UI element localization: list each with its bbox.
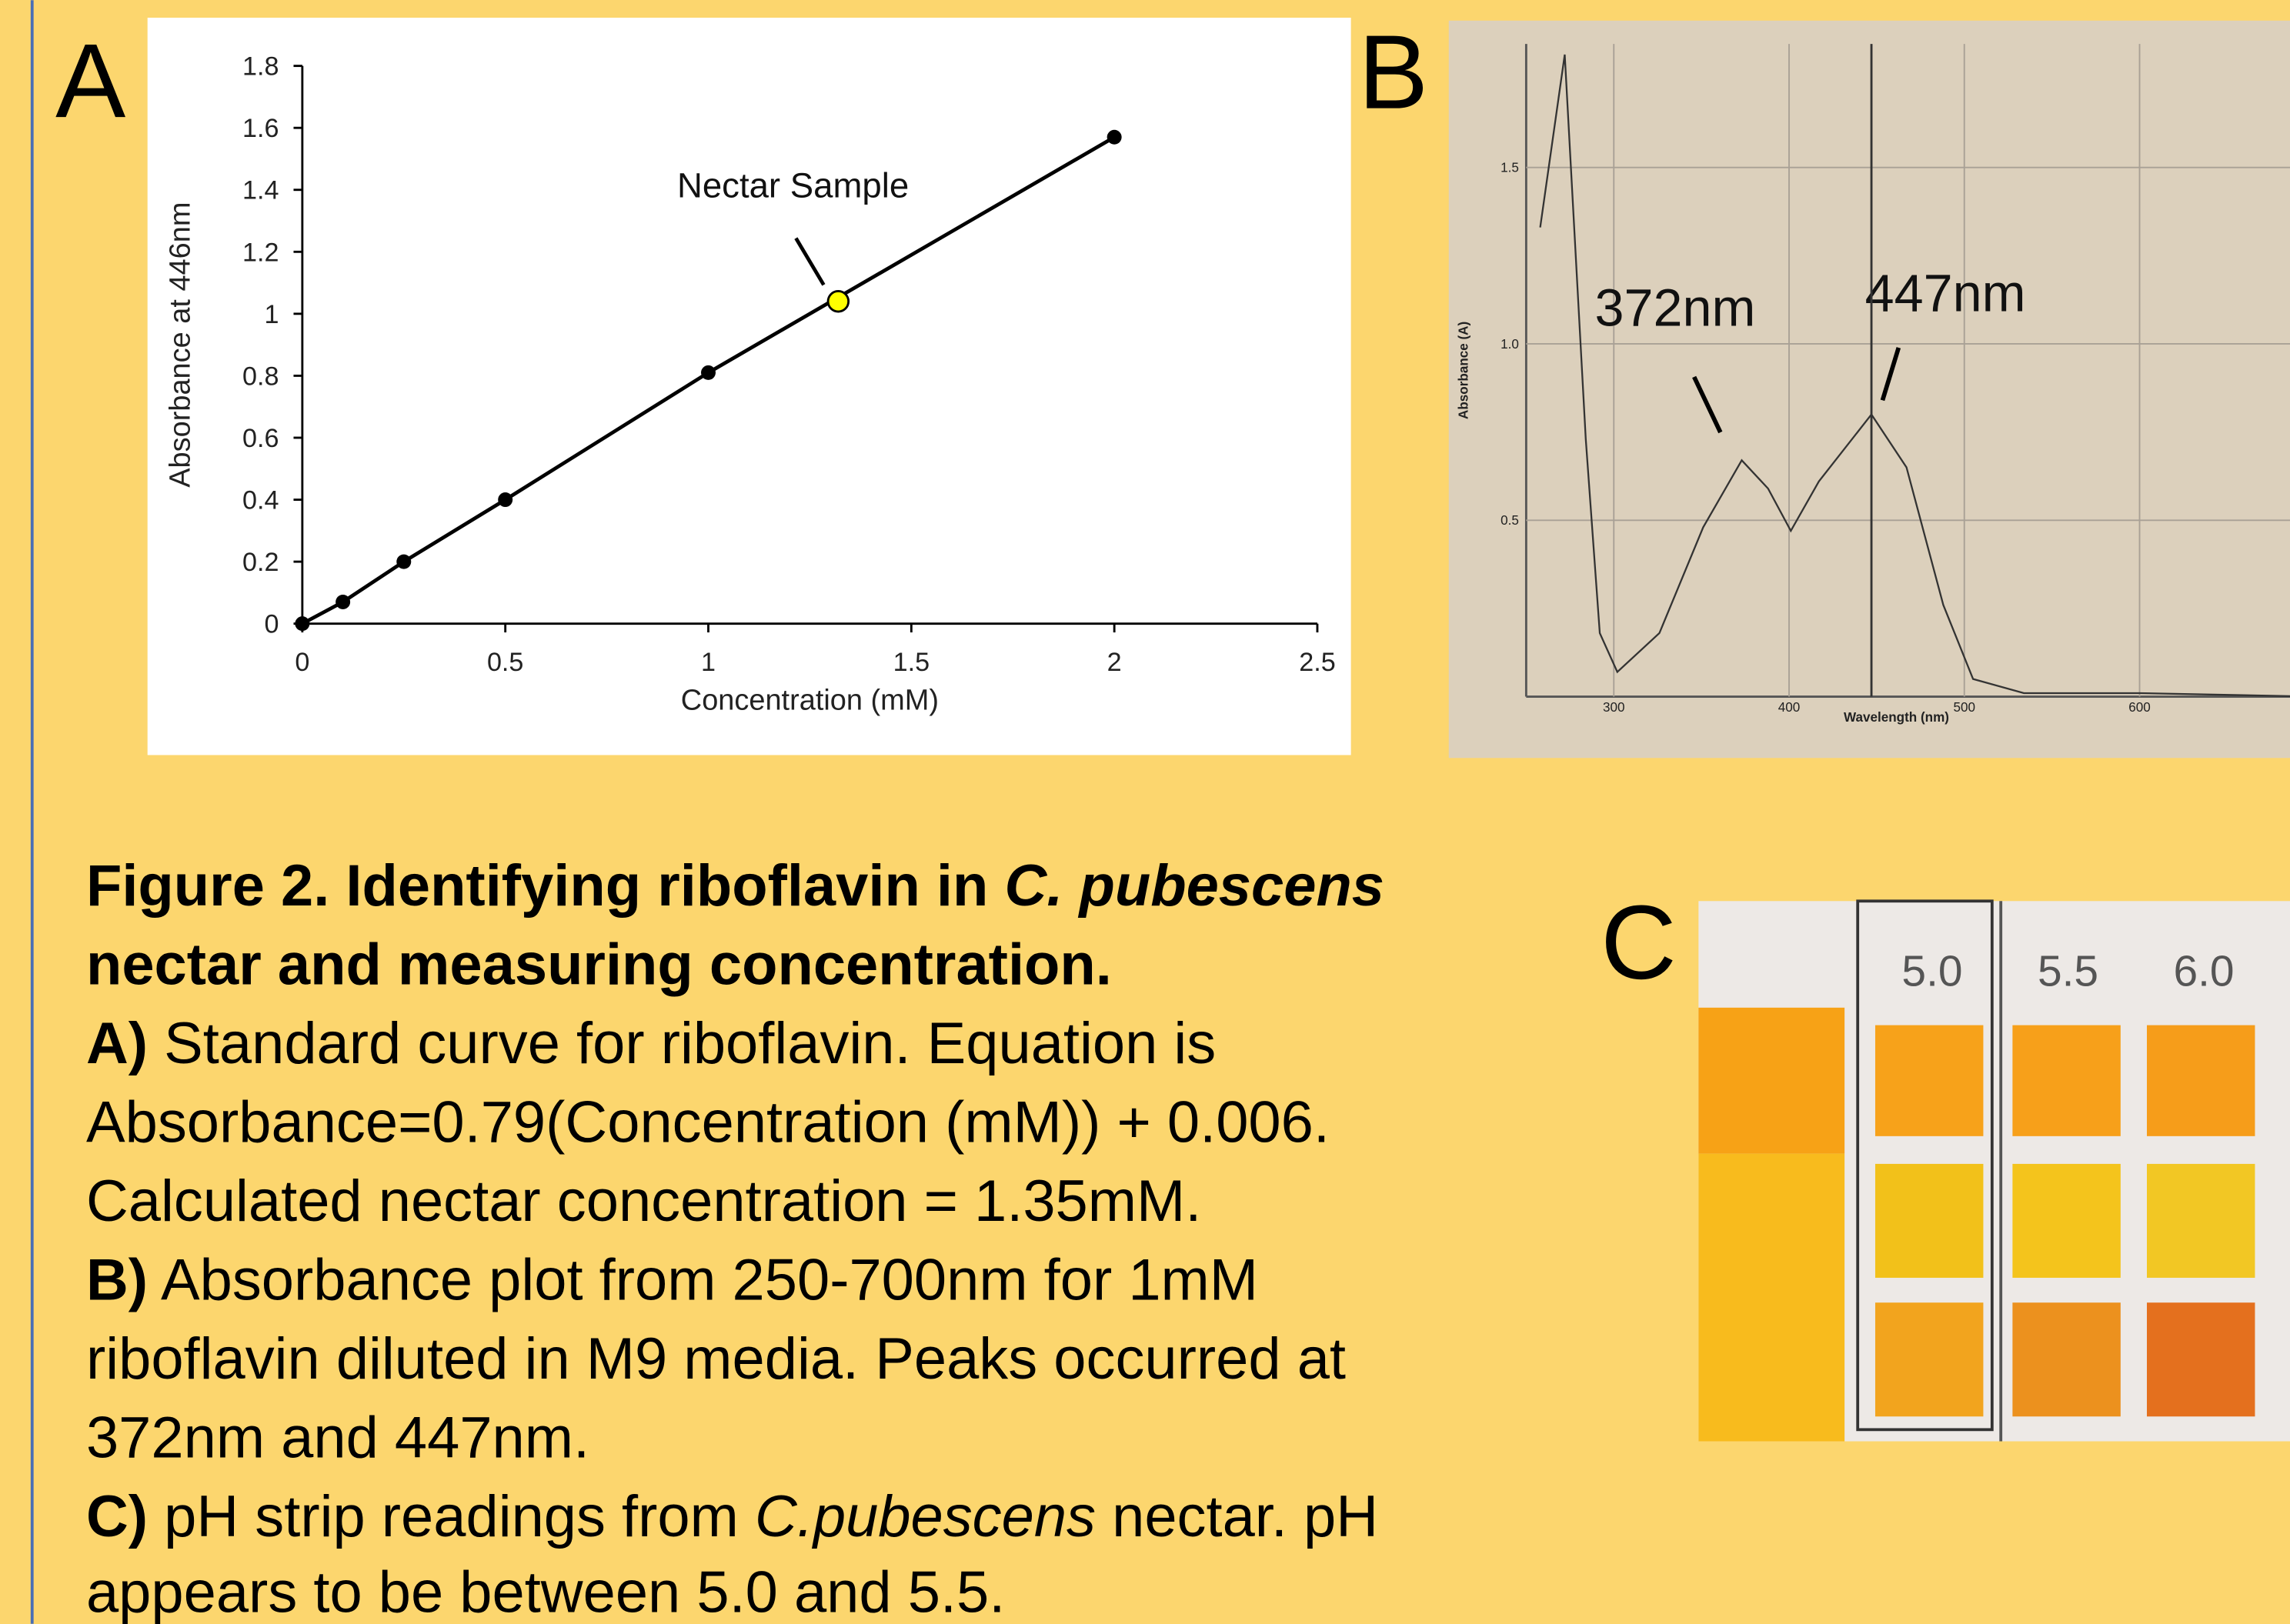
caption-text: C.pubescens xyxy=(755,1484,1096,1549)
caption-text: Standard curve for riboflavin. Equation … xyxy=(148,1011,1216,1076)
strip-pad xyxy=(1698,1007,1845,1154)
panel-a-background xyxy=(147,18,1351,755)
x-tick-label: 500 xyxy=(1954,700,1976,715)
swatch xyxy=(1874,1025,1984,1136)
caption-line: B) Absorbance plot from 250-700nm for 1m… xyxy=(86,1247,1258,1312)
caption-text: C) xyxy=(86,1484,148,1549)
swatch xyxy=(2147,1163,2255,1278)
x-tick-label: 300 xyxy=(1603,700,1625,715)
highlight-box xyxy=(1856,899,1994,1432)
data-point xyxy=(335,594,351,609)
caption-line: appears to be between 5.0 and 5.5. xyxy=(86,1560,1005,1624)
annotation: 447nm xyxy=(1865,265,2026,323)
strip-pad xyxy=(1698,1153,1845,1442)
caption-text: nectar and measuring concentration. xyxy=(86,932,1112,997)
caption-line: C) pH strip readings from C.pubescens ne… xyxy=(86,1484,1378,1549)
ph-label: 5.5 xyxy=(2038,946,2098,995)
panel-label: C xyxy=(1601,883,1677,1001)
x-tick-label: 600 xyxy=(2128,700,2151,715)
caption-text: nectar. pH xyxy=(1096,1484,1378,1549)
y-tick-label: 1.0 xyxy=(1501,337,1519,352)
data-point xyxy=(498,492,513,508)
caption-text: Absorbance=0.79(Concentration (mM)) + 0.… xyxy=(86,1089,1330,1155)
caption-text: C. pubescens xyxy=(1004,853,1384,919)
swatch xyxy=(2012,1025,2121,1136)
y-axis-title: Absorbance at 446nm xyxy=(165,202,197,488)
x-axis-title: Wavelength (nm) xyxy=(1844,710,1949,725)
caption-text: A) xyxy=(86,1011,148,1076)
caption: Figure 2. Identifying riboflavin in C. p… xyxy=(86,853,1384,1624)
x-tick-label: 1 xyxy=(701,648,716,677)
caption-text: Figure 2. Identifying riboflavin in xyxy=(86,853,1004,919)
swatch xyxy=(1874,1302,1984,1417)
annotation-leader xyxy=(1692,375,1723,434)
y-tick-label: 0.2 xyxy=(242,548,279,577)
annotation-point xyxy=(826,290,850,313)
y-tick-label: 0 xyxy=(265,610,279,639)
data-point xyxy=(701,365,716,380)
caption-line: Figure 2. Identifying riboflavin in C. p… xyxy=(86,853,1384,919)
caption-line: nectar and measuring concentration. xyxy=(86,932,1112,997)
series-line xyxy=(1539,54,2290,698)
caption-text: pH strip readings from xyxy=(148,1484,755,1549)
panel-b-background xyxy=(1448,20,2290,759)
chart: 0 0.2 0.4 0.6 0.8 1 1.2 1.4 1.6 1.8 0 0.5 1 1.5 2 2.5 Co… xyxy=(165,52,1336,717)
y-tick-label: 1.8 xyxy=(242,52,279,82)
data-point xyxy=(396,554,412,569)
caption-line: 372nm and 447nm. xyxy=(86,1405,589,1470)
x-tick-label: 2.5 xyxy=(1299,648,1335,677)
y-tick-label: 0.8 xyxy=(242,362,279,391)
data-point xyxy=(1107,129,1122,145)
caption-text: B) xyxy=(86,1247,148,1312)
x-tick-label: 400 xyxy=(1778,700,1801,715)
y-tick-label: 0.4 xyxy=(242,486,279,515)
caption-text: 372nm and 447nm. xyxy=(86,1405,589,1470)
ph-strip-photo: 5.0 5.5 6.0 xyxy=(1698,899,2290,1442)
swatch xyxy=(1874,1163,1984,1278)
y-tick-label: 1.2 xyxy=(242,238,279,267)
caption-line: Calculated nectar concentration = 1.35mM… xyxy=(86,1169,1201,1234)
y-axis-title: Absorbance (A) xyxy=(1456,322,1470,419)
y-tick-label: 1 xyxy=(265,300,279,329)
swatch xyxy=(2012,1302,2121,1417)
caption-line: Absorbance=0.79(Concentration (mM)) + 0.… xyxy=(86,1089,1330,1155)
series-line xyxy=(301,135,1116,625)
ph-label: 6.0 xyxy=(2173,946,2234,995)
swatch xyxy=(2012,1163,2121,1278)
ph-label: 5.0 xyxy=(1901,946,1962,995)
caption-line: riboflavin diluted in M9 media. Peaks oc… xyxy=(86,1326,1346,1392)
data-point xyxy=(295,616,310,632)
caption-line: A) Standard curve for riboflavin. Equati… xyxy=(86,1011,1216,1076)
caption-text: appears to be between 5.0 and 5.5. xyxy=(86,1560,1005,1624)
x-tick-label: 2 xyxy=(1107,648,1122,677)
x-axis-title: Concentration (mM) xyxy=(681,685,939,717)
caption-text: Absorbance plot from 250-700nm for 1mM xyxy=(148,1247,1258,1312)
y-tick-label: 0.5 xyxy=(1501,513,1519,528)
caption-text: Calculated nectar concentration = 1.35mM… xyxy=(86,1169,1201,1234)
swatch xyxy=(2147,1302,2255,1417)
x-tick-label: 0 xyxy=(295,648,309,677)
y-tick-label: 0.6 xyxy=(242,424,279,453)
panel-label: A xyxy=(55,22,125,139)
annotation: Nectar Sample xyxy=(677,165,909,205)
annotation: 372nm xyxy=(1595,278,1756,337)
annotation-leader xyxy=(1880,347,1901,402)
caption-text: riboflavin diluted in M9 media. Peaks oc… xyxy=(86,1326,1346,1392)
panel-label: B xyxy=(1358,13,1428,131)
y-tick-label: 1.6 xyxy=(242,114,279,143)
annotation-leader xyxy=(794,237,826,286)
x-tick-label: 0.5 xyxy=(487,648,523,677)
chart: 0.51.01.5300400500600700Wavelength (nm)A… xyxy=(1456,44,2290,725)
swatch xyxy=(2147,1025,2255,1136)
y-tick-label: 1.4 xyxy=(242,176,279,205)
y-tick-label: 1.5 xyxy=(1501,161,1519,175)
x-tick-label: 1.5 xyxy=(893,648,930,677)
